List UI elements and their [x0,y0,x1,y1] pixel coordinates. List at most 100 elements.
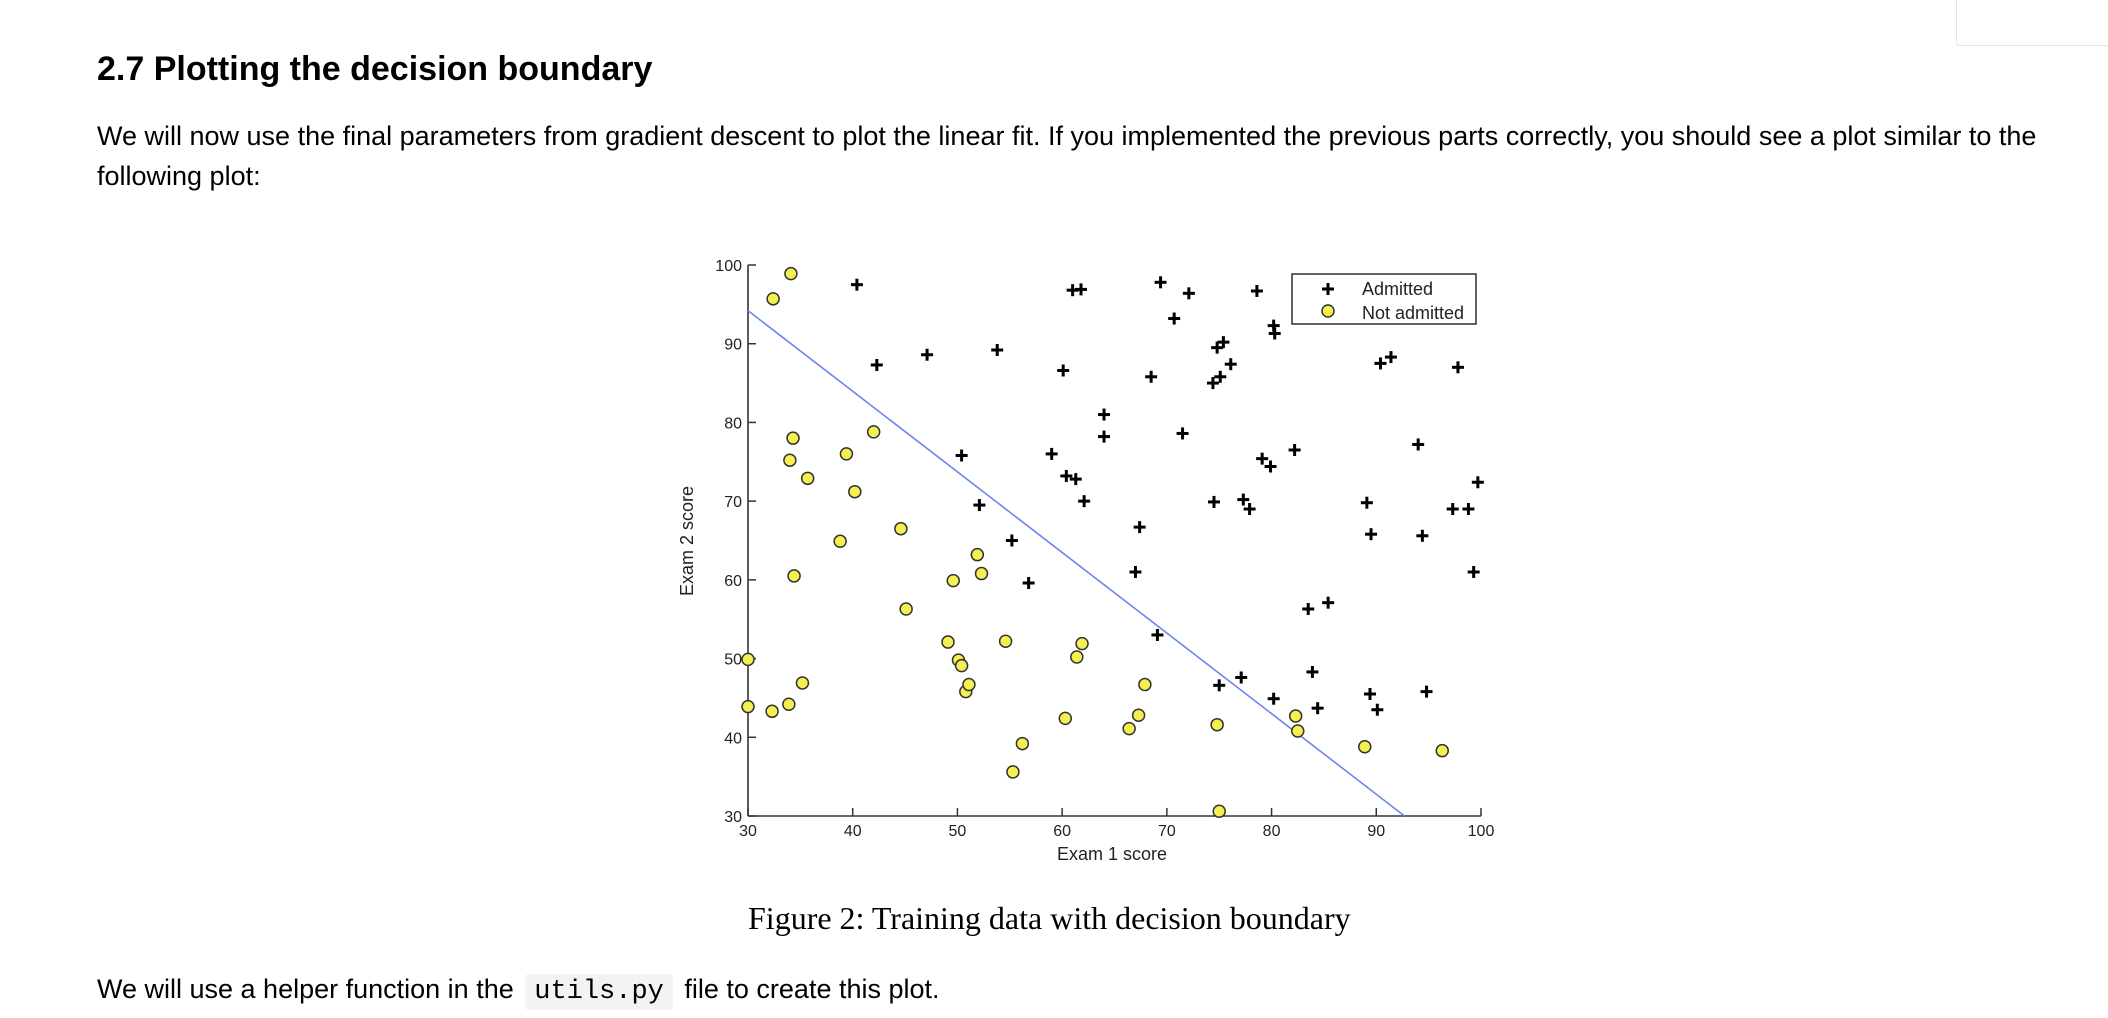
top-right-panel-frame [1956,0,2108,46]
not-admitted-point [894,521,908,536]
admitted-point [1322,596,1335,609]
not-admitted-point [741,699,755,714]
x-ticks-group: 30 40 50 60 70 80 90 100 [739,808,1494,840]
admitted-point [1311,702,1324,715]
intro-paragraph: We will now use the final parameters fro… [97,121,2037,191]
admitted-point [1302,602,1315,615]
admitted-point [1288,443,1301,456]
admitted-point [1384,351,1397,364]
admitted-point [1133,521,1146,534]
not-admitted-point [1070,650,1084,664]
admitted-point [1268,327,1281,340]
not-admitted-point [787,569,801,583]
admitted-point [1237,493,1250,506]
not-admitted-point [839,447,854,461]
admitted-point [1267,692,1280,705]
not-admitted-point [1288,709,1303,723]
admitted-point [1235,671,1248,684]
admitted-point [1207,495,1220,508]
not-admitted-point [1075,636,1089,651]
not-admitted-point [946,573,960,588]
not-admitted-point [1131,708,1146,722]
not-admitted-point [1122,721,1136,736]
x-tick-label: 90 [1367,823,1385,840]
legend: Admitted Not admitted [1291,273,1477,325]
legend-admitted-marker [1322,283,1334,295]
admitted-point [1360,496,1373,509]
section-title: 2.7 Plotting the decision boundary [97,50,653,88]
admitted-point [991,344,1004,357]
x-axis-label: Exam 1 score [1057,844,1167,864]
admitted-point [1471,476,1484,489]
admitted-point [1264,460,1277,473]
not-admitted-point [1006,765,1020,779]
admitted-point [1217,336,1230,349]
not-admitted-point [899,602,913,616]
admitted-point [1129,565,1142,578]
x-tick-label: 60 [1053,823,1071,840]
not-admitted-point [998,634,1013,649]
x-tick-label: 80 [1263,823,1281,840]
not-admitted-point [800,471,815,486]
admitted-point [1224,358,1237,371]
not-admitted-point [962,677,976,692]
not-admitted-point [741,652,755,667]
not-admitted-point [1015,736,1030,751]
admitted-point [1243,503,1256,516]
not-admitted-point [795,676,810,690]
admitted-point [1213,679,1226,692]
y-tick-label: 80 [724,415,742,432]
not-admitted-point [784,266,798,281]
admitted-point [1060,469,1073,482]
legend-admitted-label: Admitted [1362,279,1433,299]
admitted-point [1057,364,1070,377]
not-admitted-point [866,425,881,439]
code-filename: utils.py [525,974,673,1010]
y-tick-label: 70 [724,494,742,511]
not-admitted-point [782,697,796,711]
not-admitted-point [765,704,779,719]
legend-not-admitted-label: Not admitted [1362,303,1464,323]
legend-box [1291,273,1477,325]
legend-not-admitted-marker [1321,304,1335,318]
not-admitted-point [954,658,969,673]
not-admitted-point [1291,724,1305,738]
not-admitted-point [833,534,847,549]
admitted-point [1374,357,1387,370]
not-admitted-point [1138,677,1152,692]
footer-text-before: We will use a helper function in the [97,974,514,1004]
not-admitted-point [848,484,862,499]
admitted-point [973,499,986,512]
admitted-point [1069,473,1082,486]
y-tick-label: 60 [724,573,742,590]
admitted-point [1467,565,1480,578]
admitted-point [1462,503,1475,516]
not-admitted-point [941,635,955,649]
not-admitted-point [974,566,989,581]
admitted-point [1420,685,1433,698]
not-admitted-point [1058,711,1073,726]
not-admitted-point [1435,743,1450,758]
admitted-point [1098,430,1111,443]
not-admitted-point [970,547,985,562]
x-tick-label: 100 [1468,823,1495,840]
admitted-markers [850,276,1484,716]
admitted-point [1446,503,1459,516]
x-tick-label: 30 [739,823,757,840]
admitted-point [1182,287,1195,300]
admitted-point [1145,370,1158,383]
y-tick-label: 40 [724,730,742,747]
not-admitted-point [1358,739,1372,754]
not-admitted-point [786,431,800,445]
admitted-point [1365,528,1378,541]
admitted-point [870,358,883,371]
not-admitted-markers [741,266,1450,819]
figure-caption: Figure 2: Training data with decision bo… [748,900,1351,936]
plot-area [747,265,1481,817]
admitted-point [1451,361,1464,374]
admitted-point [1005,534,1018,547]
footer-paragraph: We will use a helper function in the uti… [97,969,940,1010]
y-axis-label: Exam 2 score [677,486,697,596]
admitted-point [1078,495,1091,508]
